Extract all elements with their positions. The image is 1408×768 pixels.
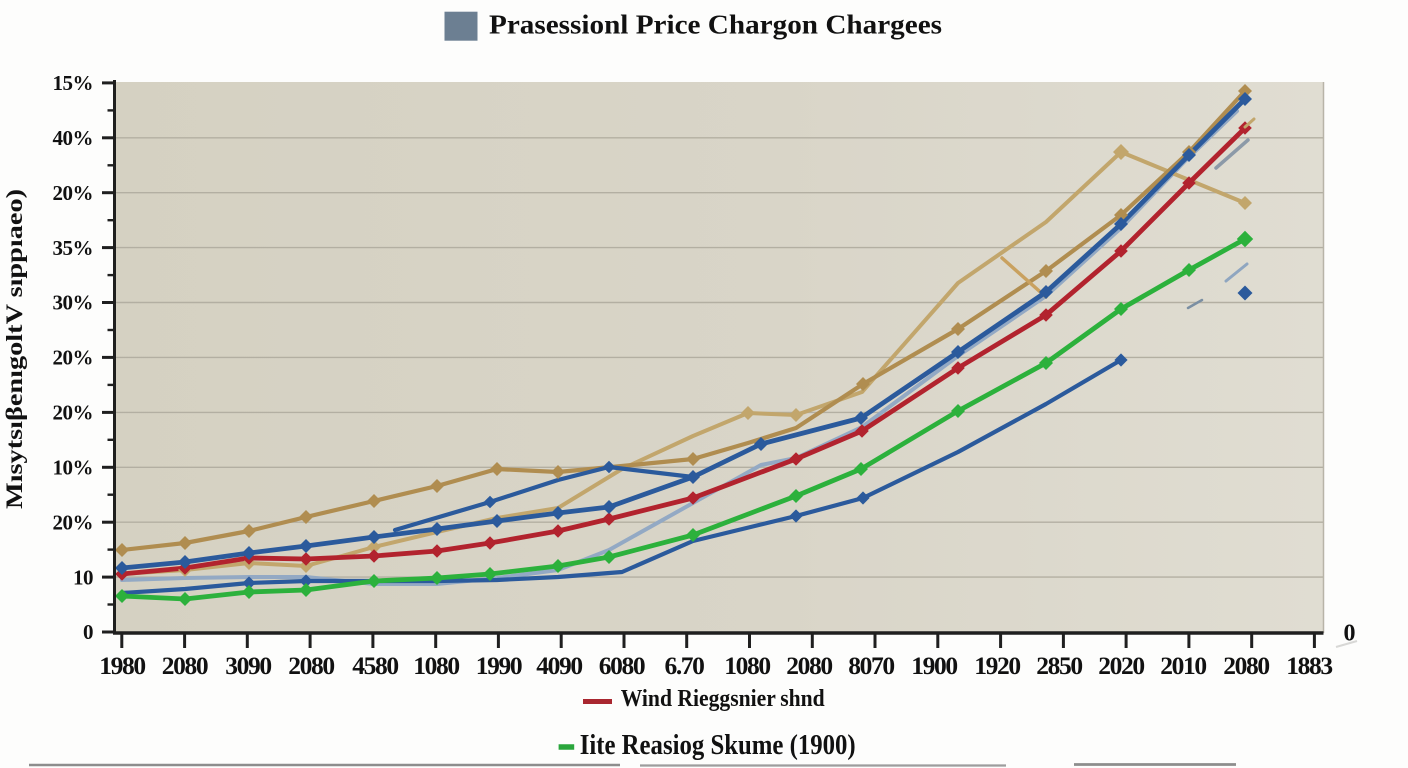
svg-text:20%: 20% xyxy=(53,181,94,205)
svg-text:30%: 30% xyxy=(53,291,94,315)
svg-text:10: 10 xyxy=(73,565,93,589)
svg-text:4580: 4580 xyxy=(352,651,398,680)
svg-text:20%: 20% xyxy=(53,346,94,370)
svg-text:2020: 2020 xyxy=(1098,651,1144,680)
svg-text:1990: 1990 xyxy=(476,651,522,680)
svg-text:3090: 3090 xyxy=(225,651,271,680)
svg-text:2010: 2010 xyxy=(1160,651,1206,680)
svg-text:10%: 10% xyxy=(53,455,94,479)
svg-text:1883: 1883 xyxy=(1286,651,1332,680)
svg-text:2080: 2080 xyxy=(786,651,832,680)
svg-text:1900: 1900 xyxy=(911,651,957,680)
svg-text:4090: 4090 xyxy=(536,651,582,680)
svg-text:1920: 1920 xyxy=(974,651,1020,680)
svg-text:20%: 20% xyxy=(53,510,94,534)
svg-text:1980: 1980 xyxy=(99,651,145,680)
svg-text:6080: 6080 xyxy=(599,651,645,680)
svg-text:Prasessionl Price Chargon Char: Prasessionl Price Chargon Chargees xyxy=(489,9,942,40)
svg-text:15%: 15% xyxy=(53,71,94,95)
svg-text:35%: 35% xyxy=(53,236,94,260)
svg-text:MısytsıβenıgoltV sıppıaeo): MısytsıβenıgoltV sıppıaeo) xyxy=(2,189,27,509)
svg-text:2850: 2850 xyxy=(1036,651,1082,680)
svg-text:8070: 8070 xyxy=(848,651,894,680)
svg-text:1080: 1080 xyxy=(413,651,459,680)
svg-text:40%: 40% xyxy=(53,126,94,150)
svg-text:6.70: 6.70 xyxy=(664,651,704,680)
svg-text:2080: 2080 xyxy=(288,651,334,680)
svg-text:0: 0 xyxy=(83,620,93,644)
svg-text:2080: 2080 xyxy=(162,651,208,680)
svg-text:1080: 1080 xyxy=(724,651,770,680)
svg-text:Wind Rieggsnier shnd: Wind Rieggsnier shnd xyxy=(621,685,825,712)
svg-text:0: 0 xyxy=(1344,621,1356,647)
svg-text:Iite Reasiog Skume (1900): Iite Reasiog Skume (1900) xyxy=(580,730,856,761)
svg-text:2080: 2080 xyxy=(1223,651,1269,680)
svg-text:20%: 20% xyxy=(53,401,94,425)
